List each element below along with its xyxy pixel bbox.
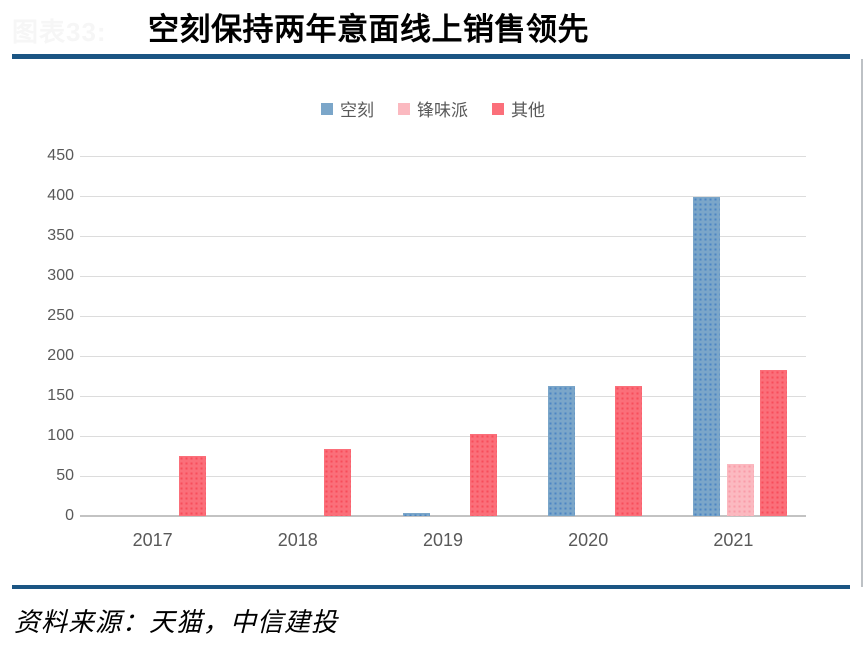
x-axis-tick-label: 2019 [422,530,464,550]
y-axis-tick-label: 300 [47,267,74,284]
x-axis-tick-label: 2018 [277,530,318,550]
gridline [80,356,806,357]
y-axis-tick-label: 250 [47,307,74,324]
x-axis-baseline [80,515,806,517]
gridline [80,156,806,157]
footer-divider [12,585,850,589]
x-axis-tick-label: 2020 [568,530,609,550]
chart-legend: 空刻 锋味派 其他 [0,96,866,121]
legend-item-label: 锋味派 [417,101,468,120]
gridline [80,196,806,197]
gridline [80,396,806,397]
gridline [80,316,806,317]
legend-item: 其他 [492,96,545,121]
chart-title: 空刻保持两年意面线上销售领先 [148,12,589,47]
y-axis-tick-label: 450 [47,147,74,164]
bar [469,433,497,516]
y-axis-tick-label: 350 [47,227,74,244]
x-axis-tick-label: 2021 [713,530,754,550]
legend-swatch-icon [321,102,333,115]
y-axis-tick-label: 150 [47,387,74,404]
legend-swatch-icon [398,102,410,115]
bar [324,448,352,516]
bar [692,196,720,516]
y-axis-tick-label: 400 [47,187,74,204]
y-axis-tick-label: 50 [56,467,74,484]
bar [402,512,430,516]
gridline [80,436,806,437]
bar [759,370,787,516]
y-axis-tick-label: 0 [65,507,74,524]
bar [547,385,575,516]
gridline [80,476,806,477]
legend-item: 空刻 [321,96,374,121]
bar [614,386,642,516]
bar [179,456,207,516]
cell-right-border [861,59,863,587]
figure-number-label: 图表33: [12,17,107,47]
y-axis-tick-label: 100 [47,427,74,444]
legend-item: 锋味派 [398,96,468,121]
legend-item-label: 空刻 [340,101,374,120]
bar [727,464,755,516]
gridline [80,236,806,237]
source-note: 资料来源：天猫，中信建投 [14,608,339,637]
x-axis-tick-label: 2017 [132,530,173,550]
legend-item-label: 其他 [511,101,545,120]
title-divider [12,54,850,59]
legend-swatch-icon [492,102,504,115]
y-axis-tick-label: 200 [47,347,74,364]
gridline [80,276,806,277]
